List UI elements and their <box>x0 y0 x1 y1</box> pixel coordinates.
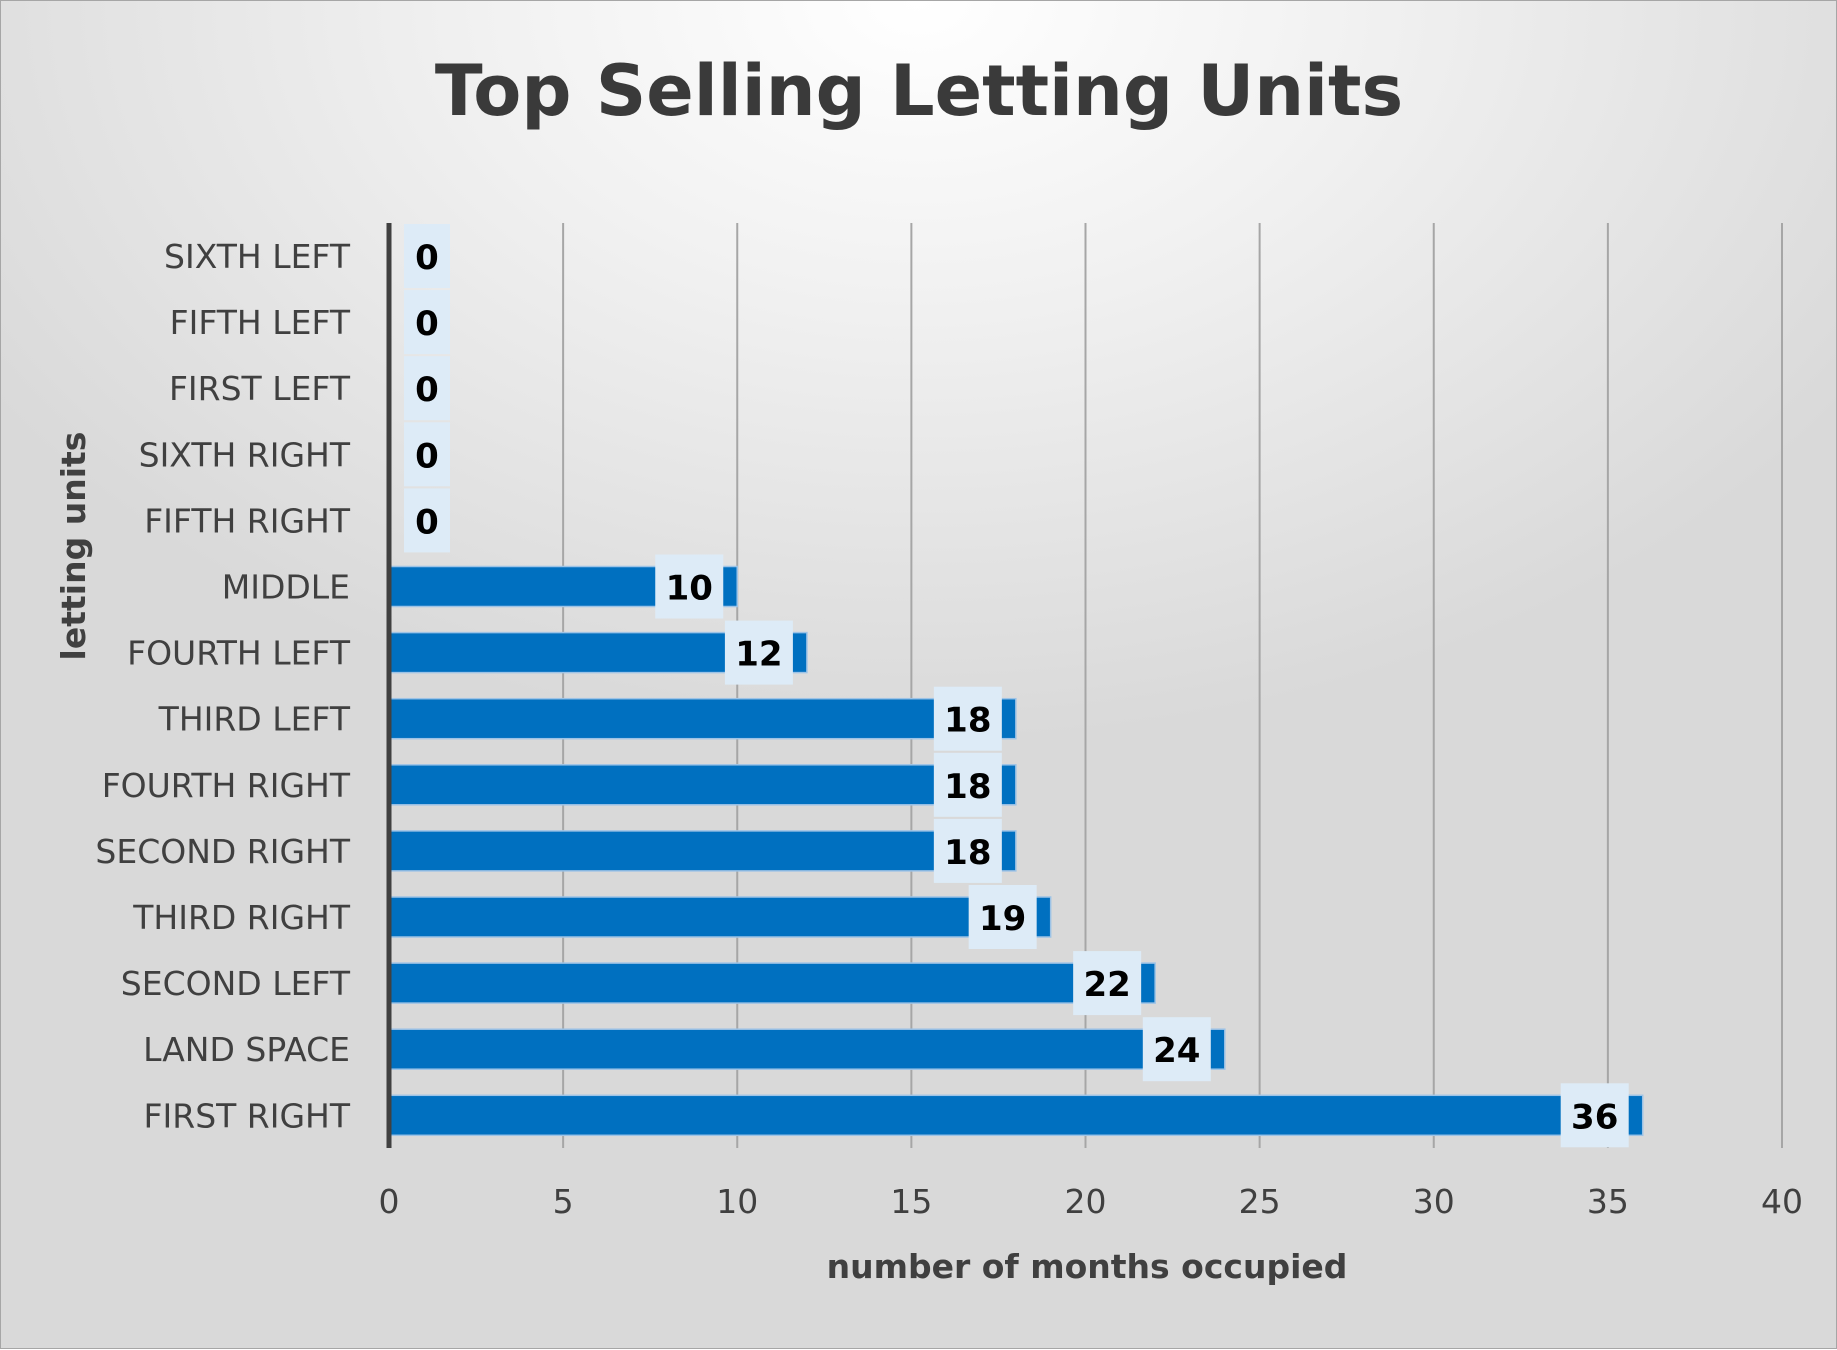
bar <box>388 1094 1644 1137</box>
data-label-box <box>655 554 724 619</box>
category-label: THIRD RIGHT <box>132 898 351 937</box>
bars <box>388 565 1644 1137</box>
x-tick-label: 25 <box>1239 1182 1281 1221</box>
data-label: 0 <box>415 370 439 410</box>
data-label: 0 <box>415 436 439 476</box>
category-label: THIRD LEFT <box>158 700 351 739</box>
bar <box>388 962 1156 1004</box>
bar <box>388 764 1017 806</box>
category-label: FOURTH LEFT <box>127 634 351 673</box>
data-label: 10 <box>666 569 713 609</box>
x-tick-label: 20 <box>1065 1182 1107 1221</box>
data-label: 0 <box>415 502 439 542</box>
x-tick-label: 30 <box>1413 1182 1455 1221</box>
x-tick-label: 35 <box>1587 1182 1629 1221</box>
data-label: 24 <box>1153 1031 1200 1071</box>
x-tick-label: 10 <box>716 1182 758 1221</box>
category-labels: SIXTH LEFT FIFTH LEFT FIRST LEFT SIXTH RIGH… <box>95 237 350 1135</box>
data-label-box <box>1560 1083 1629 1148</box>
category-label: LAND SPACE <box>143 1030 350 1069</box>
data-label-box <box>404 422 450 487</box>
category-label: FOURTH RIGHT <box>102 766 351 805</box>
data-label: 18 <box>944 767 991 807</box>
bar <box>388 1028 1226 1070</box>
data-label-box <box>933 686 1002 751</box>
data-labels: 0 0 0 0 0 10 12 18 18 18 19 22 24 36 <box>404 224 1629 1148</box>
data-label-box <box>933 752 1002 817</box>
data-label-box <box>724 620 793 685</box>
category-label: FIFTH LEFT <box>170 303 351 342</box>
bar <box>388 830 1017 872</box>
data-label: 36 <box>1571 1097 1618 1137</box>
data-label-box <box>968 885 1037 949</box>
data-label: 12 <box>735 635 782 675</box>
data-label: 18 <box>944 833 991 873</box>
bar <box>388 697 1017 740</box>
x-tick-label: 40 <box>1761 1182 1803 1221</box>
data-label: 22 <box>1083 965 1130 1005</box>
bar <box>388 896 1052 938</box>
x-tick-label: 5 <box>553 1182 574 1221</box>
data-label-box <box>933 818 1002 883</box>
x-axis-title: number of months occupied <box>827 1247 1348 1286</box>
category-label: FIFTH RIGHT <box>144 501 351 540</box>
category-label: FIRST LEFT <box>169 369 351 408</box>
data-label: 0 <box>415 304 439 344</box>
chart-title: Top Selling Letting Units <box>435 50 1403 132</box>
data-label-box <box>404 488 450 553</box>
x-tick-label: 0 <box>379 1182 400 1221</box>
category-label: MIDDLE <box>222 568 350 607</box>
x-tick-label: 15 <box>890 1182 932 1221</box>
data-label: 19 <box>979 899 1026 939</box>
x-tick-labels: 0 5 10 15 20 25 30 35 40 <box>379 1182 1804 1221</box>
data-label-box <box>404 224 450 288</box>
category-label: SIXTH LEFT <box>164 237 351 276</box>
data-label-box <box>1073 951 1142 1016</box>
data-label: 0 <box>415 238 439 278</box>
category-label: SECOND LEFT <box>121 964 351 1003</box>
y-axis-title: letting units <box>54 432 93 661</box>
data-label: 18 <box>944 701 991 741</box>
category-label: SIXTH RIGHT <box>139 435 351 474</box>
data-label-box <box>404 290 450 355</box>
gridlines <box>562 223 1783 1148</box>
data-label-box <box>1142 1017 1211 1082</box>
data-label-box <box>404 356 450 421</box>
category-label: SECOND RIGHT <box>95 832 350 871</box>
category-label: FIRST RIGHT <box>144 1096 351 1135</box>
